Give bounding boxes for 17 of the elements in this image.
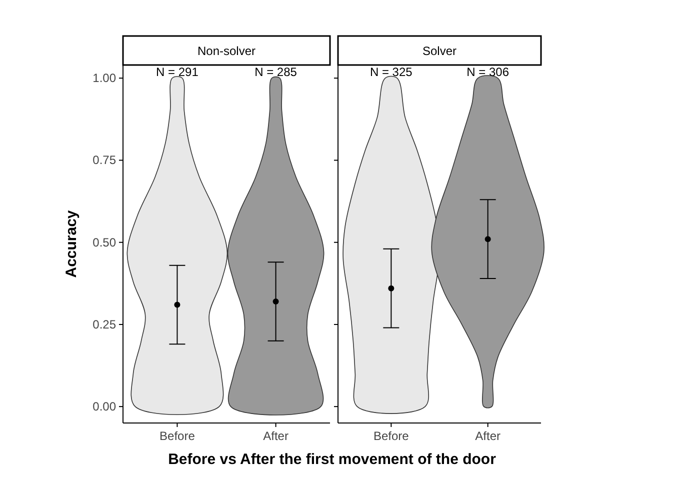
y-tick-label: 0.75	[92, 153, 116, 168]
annotation: N = 325	[370, 65, 413, 79]
x-tick-label: Before	[160, 429, 196, 443]
annotation: N = 291	[156, 65, 199, 79]
y-tick-label: 0.50	[92, 235, 116, 250]
y-axis-title: Accuracy	[63, 210, 80, 278]
annotation: N = 306	[466, 65, 510, 79]
y-tick-label: 0.25	[92, 317, 116, 332]
chart-title: Non-solver	[197, 44, 256, 58]
x-tick-label: Before	[373, 429, 410, 443]
y-tick-label: 1.00	[92, 71, 116, 86]
y-tick-label: 0.00	[92, 400, 116, 414]
x-tick-label: After	[263, 429, 288, 443]
x-axis-title: Before vs After the first movement of the door	[168, 451, 496, 468]
chart-title: Solver	[422, 44, 457, 58]
annotation: N = 285	[254, 65, 298, 79]
x-tick-label: After	[475, 429, 501, 443]
